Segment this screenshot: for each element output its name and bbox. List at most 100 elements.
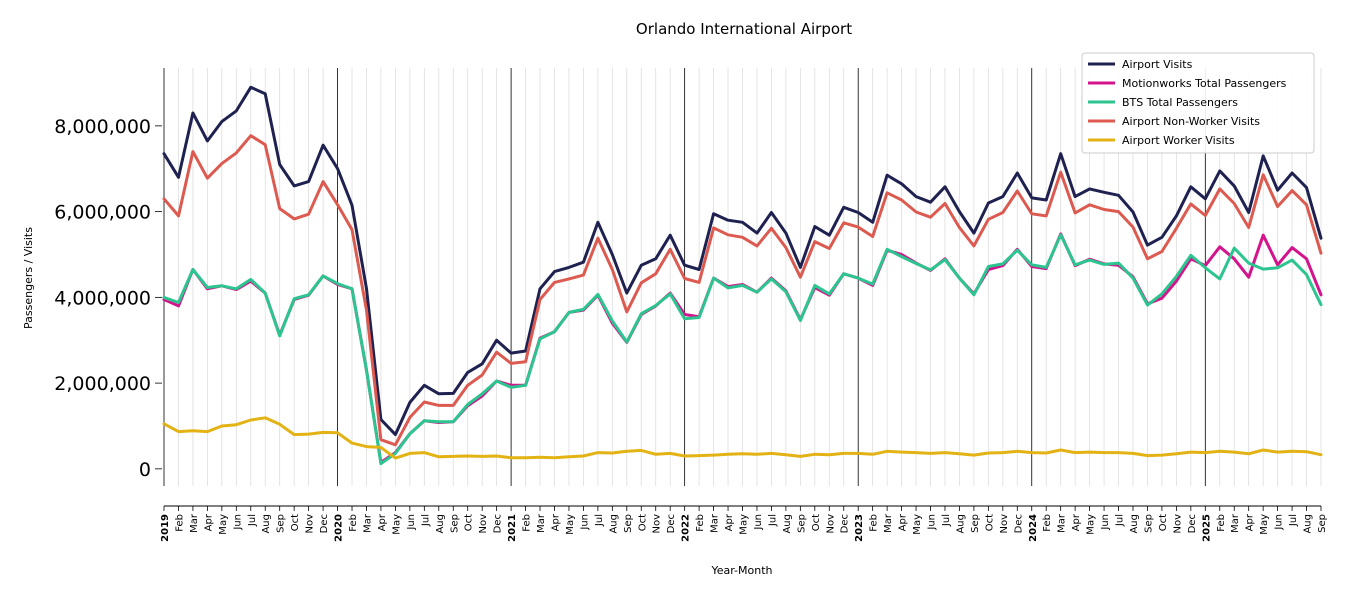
x-tick-label-month: Mar (1057, 513, 1068, 533)
x-tick-label-month: Jul (594, 514, 605, 527)
legend-label-airport-non-worker-visits: Airport Non-Worker Visits (1122, 115, 1260, 128)
x-tick-label-month: Sep (623, 514, 634, 533)
x-tick-label-month: Dec (840, 514, 851, 533)
x-tick-label-month: Jun (406, 514, 417, 531)
y-tick-label: 0 (139, 459, 151, 481)
x-tick-label-month: Feb (1216, 514, 1227, 532)
x-tick-label-month: Feb (1042, 514, 1053, 532)
x-tick-label-month: Feb (869, 514, 880, 532)
y-tick-label: 2,000,000 (54, 373, 151, 395)
x-tick-label-month: Feb (522, 514, 533, 532)
x-tick-label-month: Oct (1158, 514, 1169, 531)
x-tick-label-month: Jun (232, 514, 243, 531)
x-tick-label-month: Nov (305, 514, 316, 534)
x-tick-label-year: 2022 (681, 514, 692, 542)
x-tick-label-month: Apr (898, 513, 909, 531)
x-tick-label-month: Jun (753, 514, 764, 531)
x-tick-label-month: Jul (767, 514, 778, 527)
y-tick-label: 8,000,000 (54, 116, 151, 138)
x-tick-label-year: 2025 (1201, 514, 1212, 542)
x-tick-label-month: Nov (1172, 514, 1183, 534)
x-tick-label-month: Nov (478, 514, 489, 534)
x-tick-label-year: 2023 (854, 514, 865, 542)
series-lines (162, 85, 1323, 466)
x-tick-label-month: Apr (550, 513, 561, 531)
x-tick-label-month: Nov (825, 514, 836, 534)
x-tick-label-month: Mar (189, 513, 200, 533)
x-tick-label-month: Jun (927, 514, 938, 531)
x-tick-label-month: May (1259, 514, 1270, 535)
x-tick-label-month: Mar (362, 513, 373, 533)
x-tick-label-month: Mar (710, 513, 721, 533)
x-tick-label-month: Nov (652, 514, 663, 534)
x-tick-label-month: Nov (999, 514, 1010, 534)
legend: Airport Visits Motionworks Total Passenge… (1081, 52, 1315, 154)
x-tick-label-month: Jun (1274, 514, 1285, 531)
y-tick-label: 4,000,000 (54, 287, 151, 309)
x-tick-label-month: Feb (174, 514, 185, 532)
series-line-airport-visits (162, 85, 1323, 437)
x-tick-label-month: Oct (464, 514, 475, 531)
x-tick-label-month: Sep (796, 514, 807, 533)
y-tick-label: 6,000,000 (54, 202, 151, 224)
legend-label-airport-worker-visits: Airport Worker Visits (1122, 134, 1235, 147)
x-tick-label-month: Jun (579, 514, 590, 531)
x-tick-label-month: Dec (1013, 514, 1024, 533)
x-tick-label-month: Apr (724, 513, 735, 531)
x-tick-label-month: Sep (1317, 514, 1328, 533)
x-tick-label-month: Mar (1230, 513, 1241, 533)
x-tick-label-month: Oct (290, 514, 301, 531)
x-tick-label-month: May (391, 514, 402, 535)
x-tick-label-month: May (218, 514, 229, 535)
x-tick-label-month: Mar (536, 513, 547, 533)
x-tick-label-month: Feb (348, 514, 359, 532)
x-tick-label-month: Jul (247, 514, 258, 527)
x-tick-label-year: 2024 (1028, 514, 1039, 542)
x-tick-label-month: May (739, 514, 750, 535)
y-axis-ticks: 0 2,000,000 4,000,000 6,000,000 8,000,000 (54, 116, 162, 481)
chart-title: Orlando International Airport (636, 20, 852, 38)
x-tick-label-month: Jul (1115, 514, 1126, 527)
x-tick-label-year: 2019 (160, 514, 171, 542)
x-tick-label-month: Apr (203, 513, 214, 531)
x-tick-label-month: Sep (276, 514, 287, 533)
x-tick-label-month: Sep (449, 514, 460, 533)
x-tick-label-month: Aug (1303, 514, 1314, 534)
x-tick-label-month: May (912, 514, 923, 535)
series-line-bts-total-passengers (162, 233, 1323, 466)
legend-label-bts-total-passengers: BTS Total Passengers (1122, 96, 1238, 109)
x-tick-label-month: May (1086, 514, 1097, 535)
x-tick-label-month: Aug (435, 514, 446, 534)
x-tick-label-year: 2020 (334, 514, 345, 542)
x-tick-label-month: Jul (941, 514, 952, 527)
legend-label-motionworks-total-passengers: Motionworks Total Passengers (1122, 77, 1287, 90)
x-tick-label-month: Dec (666, 514, 677, 533)
x-tick-label-month: Dec (319, 514, 330, 533)
x-tick-label-month: Apr (377, 513, 388, 531)
x-tick-label-month: Sep (970, 514, 981, 533)
x-tick-label-month: Jun (1100, 514, 1111, 531)
x-tick-label-month: Aug (261, 514, 272, 534)
x-tick-label-month: Aug (1129, 514, 1140, 534)
gridlines (163, 68, 1322, 486)
legend-box (1081, 52, 1315, 154)
x-tick-label-month: May (565, 514, 576, 535)
x-tick-label-month: Apr (1071, 513, 1082, 531)
x-tick-label-month: Sep (1143, 514, 1154, 533)
x-tick-label-month: Apr (1245, 513, 1256, 531)
x-tick-label-month: Aug (955, 514, 966, 534)
x-tick-label-year: 2021 (507, 514, 518, 542)
x-axis-ticks: 2019 Feb Mar Apr May Jun Jul Aug Sep Oct Nov Dec 202… (160, 506, 1328, 542)
series-line-airport-non-worker-visits (162, 134, 1323, 447)
series-line-airport-worker-visits (162, 416, 1323, 460)
x-axis-label: Year-Month (710, 564, 772, 577)
x-tick-label-month: Dec (1187, 514, 1198, 533)
x-tick-label-month: Jul (420, 514, 431, 527)
legend-label-airport-visits: Airport Visits (1122, 58, 1193, 71)
x-tick-label-month: Aug (782, 514, 793, 534)
x-tick-label-month: Oct (984, 514, 995, 531)
x-tick-label-month: Jul (1288, 514, 1299, 527)
x-tick-label-month: Feb (695, 514, 706, 532)
